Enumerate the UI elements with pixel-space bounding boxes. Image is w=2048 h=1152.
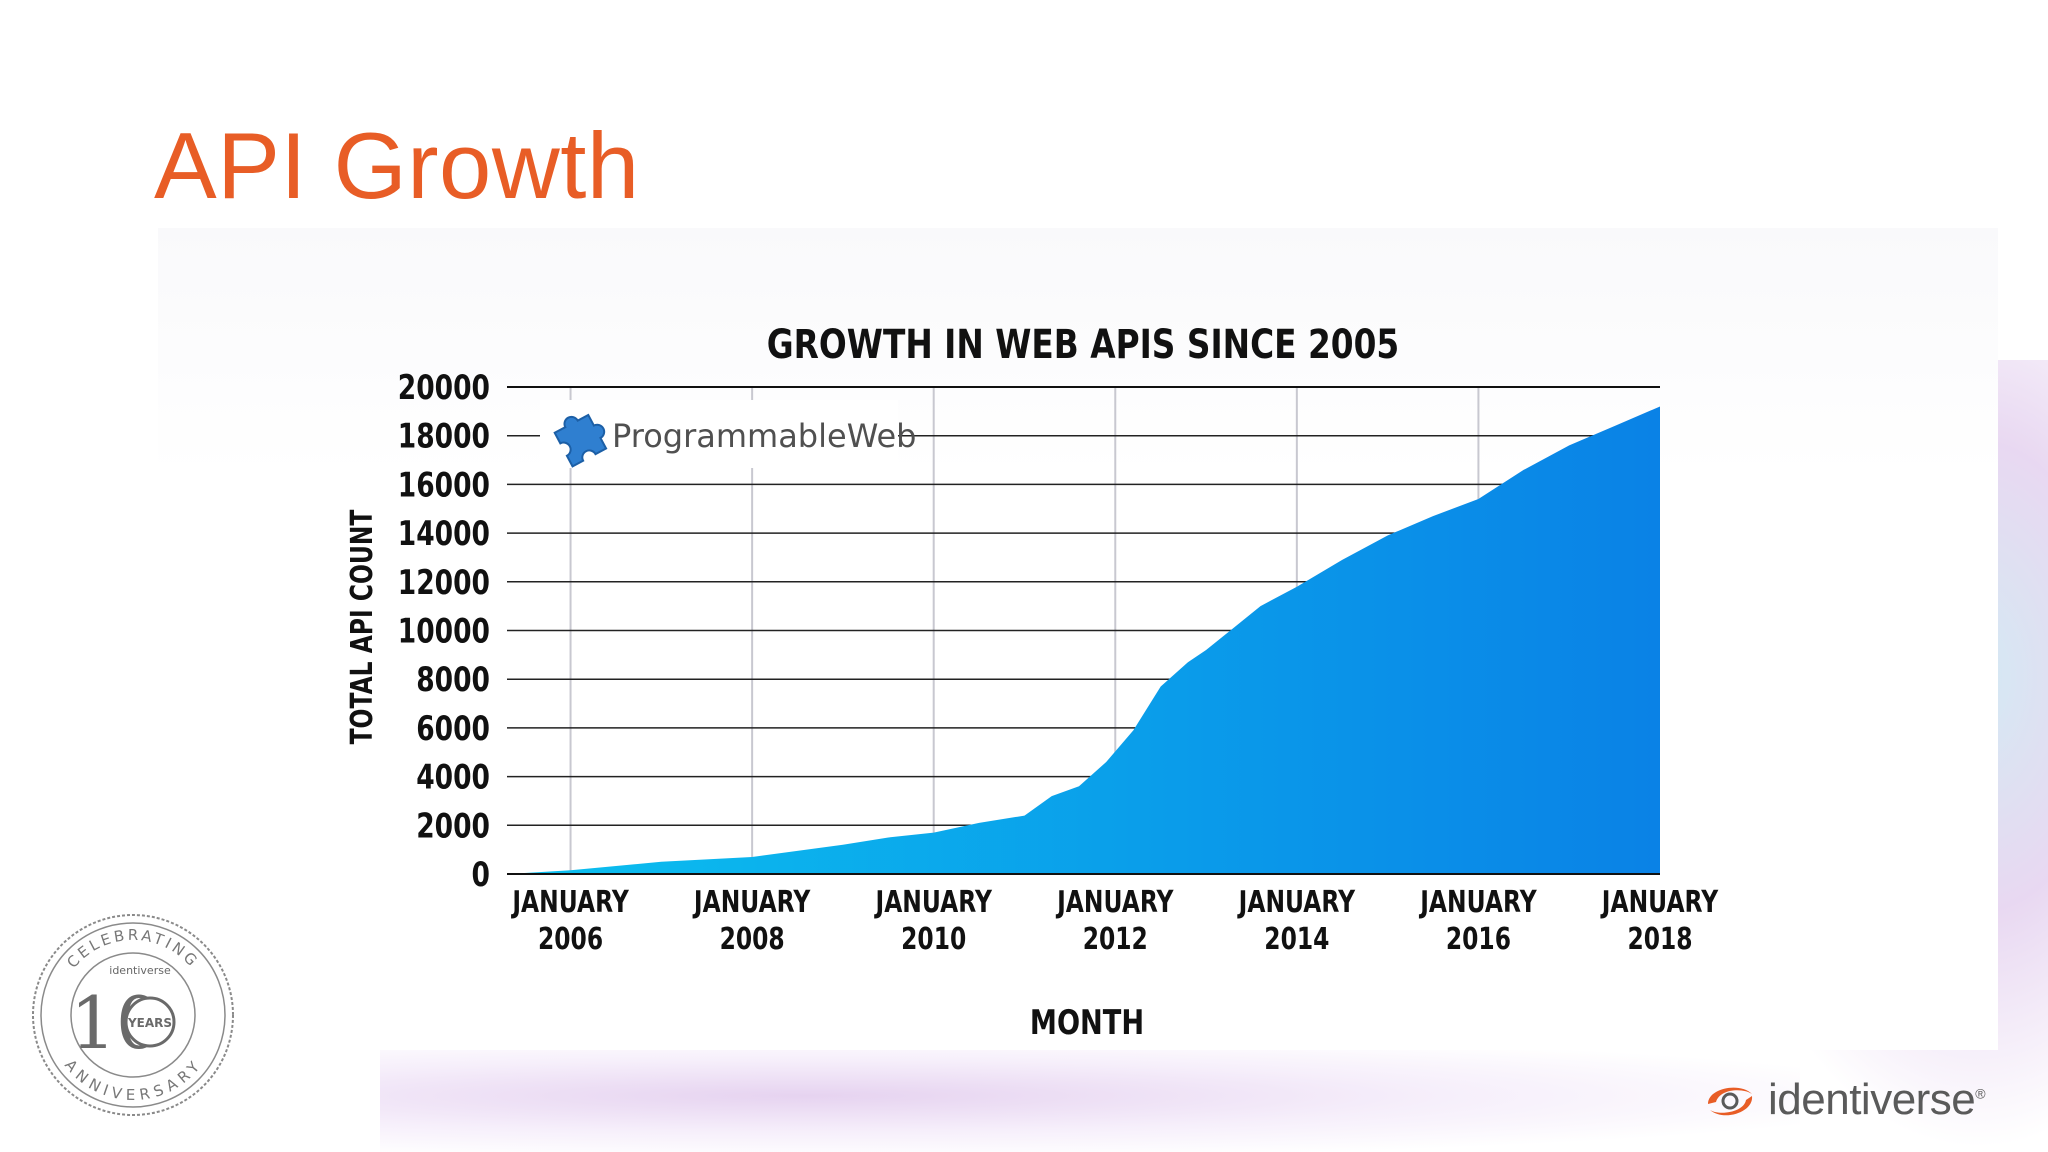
y-tick-label: 4000 — [416, 758, 490, 797]
badge-brand: identiverse — [109, 964, 171, 977]
y-axis-label: TOTAL API COUNT — [345, 509, 380, 744]
x-tick-label: JANUARY 2012 — [1055, 885, 1174, 957]
x-tick-label: JANUARY 2010 — [874, 885, 993, 957]
y-tick-label: 8000 — [416, 661, 490, 700]
y-tick-label: 12000 — [398, 564, 490, 603]
slide-title: API Growth — [154, 113, 640, 218]
x-tick-label: JANUARY 2006 — [511, 885, 630, 957]
y-tick-label: 6000 — [416, 710, 490, 749]
identiverse-swirl-icon — [1708, 1087, 1753, 1116]
decorative-gradient-bottom — [380, 1040, 1800, 1152]
chart-panel — [158, 228, 1998, 1050]
programmableweb-wordmark: ProgrammableWeb — [612, 417, 916, 455]
x-tick-label: JANUARY 2014 — [1237, 885, 1356, 957]
api-count-area — [507, 406, 1660, 874]
y-tick-label: 16000 — [398, 466, 490, 505]
x-axis-label: MONTH — [1030, 1003, 1144, 1043]
x-tick-label: JANUARY 2008 — [692, 885, 811, 957]
puzzle-piece-icon — [553, 413, 608, 468]
x-tick-label: JANUARY 2018 — [1600, 885, 1719, 957]
y-tick-label: 20000 — [398, 369, 490, 408]
chart-title: GROWTH IN WEB APIS SINCE 2005 — [767, 321, 1399, 368]
y-tick-label: 14000 — [398, 515, 490, 554]
y-tick-label: 10000 — [398, 612, 490, 651]
y-tick-label: 2000 — [416, 807, 490, 846]
badge-years: YEARS — [127, 1016, 172, 1030]
programmableweb-logo: ProgrammableWeb — [540, 400, 916, 468]
identiverse-logo: identiverse® — [1700, 1072, 1986, 1128]
y-axis-ticks: 2000018000160001400012000100008000600040… — [398, 369, 490, 895]
x-tick-label: JANUARY 2016 — [1418, 885, 1537, 957]
identiverse-wordmark: identiverse® — [1768, 1075, 1986, 1124]
anniversary-badge: CELEBRATING ANNIVERSARY identiverse 10 Y… — [32, 914, 234, 1116]
x-axis-ticks: JANUARY 2006 JANUARY 2008 JANUARY 2010 JANUARY… — [511, 885, 1719, 957]
y-tick-label: 0 — [472, 856, 490, 895]
y-tick-label: 18000 — [398, 418, 490, 457]
